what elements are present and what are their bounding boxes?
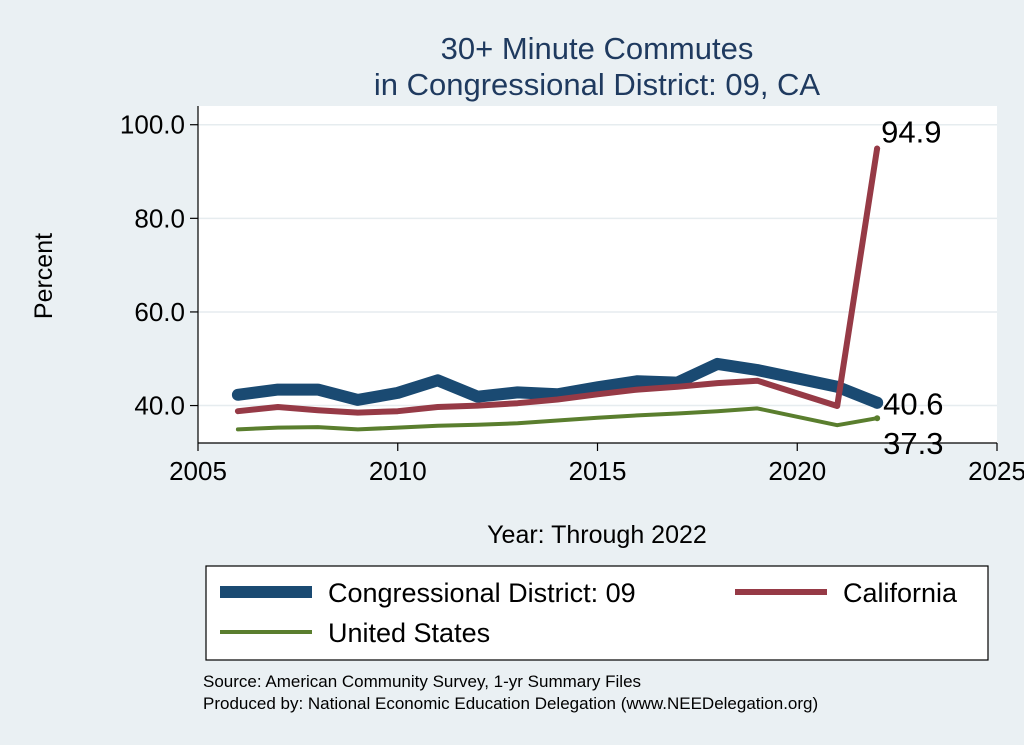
chart-title-line-1: 30+ Minute Commutes — [441, 31, 754, 66]
series-lines — [231, 145, 884, 432]
y-tick-label: 40.0 — [134, 391, 185, 421]
legend-label-district: Congressional District: 09 — [328, 578, 636, 608]
end-labels: 40.6 94.9 37.3 — [881, 115, 943, 462]
end-label-california: 94.9 — [881, 115, 941, 150]
series-line-district-end-point — [871, 396, 884, 409]
series-line-california — [234, 145, 881, 416]
y-tick-label: 80.0 — [134, 203, 185, 233]
x-tick-label: 2025 — [968, 456, 1024, 486]
legend-label-us: United States — [328, 618, 490, 648]
chart-title-line-2: in Congressional District: 09, CA — [374, 67, 821, 102]
end-label-us: 37.3 — [883, 426, 943, 461]
y-ticks: 40.0 60.0 80.0 100.0 — [120, 110, 198, 421]
legend-box — [205, 565, 989, 661]
y-tick-label: 60.0 — [134, 297, 185, 327]
y-tick-label: 100.0 — [120, 110, 185, 140]
source-note: Source: American Community Survey, 1-yr … — [203, 672, 641, 691]
series-line-us-end-point — [874, 415, 881, 422]
series-line-california-end-point — [874, 145, 881, 152]
x-axis-label: Year: Through 2022 — [487, 521, 707, 549]
x-tick-label: 2010 — [369, 456, 427, 486]
series-line-us — [235, 406, 880, 432]
producer-note: Produced by: National Economic Education… — [203, 694, 818, 713]
x-ticks: 2005 2010 2015 2020 2025 — [169, 443, 1024, 486]
legend-label-california: California — [843, 578, 958, 608]
end-label-district: 40.6 — [883, 387, 943, 422]
x-tick-label: 2020 — [768, 456, 826, 486]
x-tick-label: 2015 — [569, 456, 627, 486]
y-axis-label: Percent — [30, 233, 58, 319]
x-tick-label: 2005 — [169, 456, 227, 486]
series-line-district — [231, 357, 884, 409]
